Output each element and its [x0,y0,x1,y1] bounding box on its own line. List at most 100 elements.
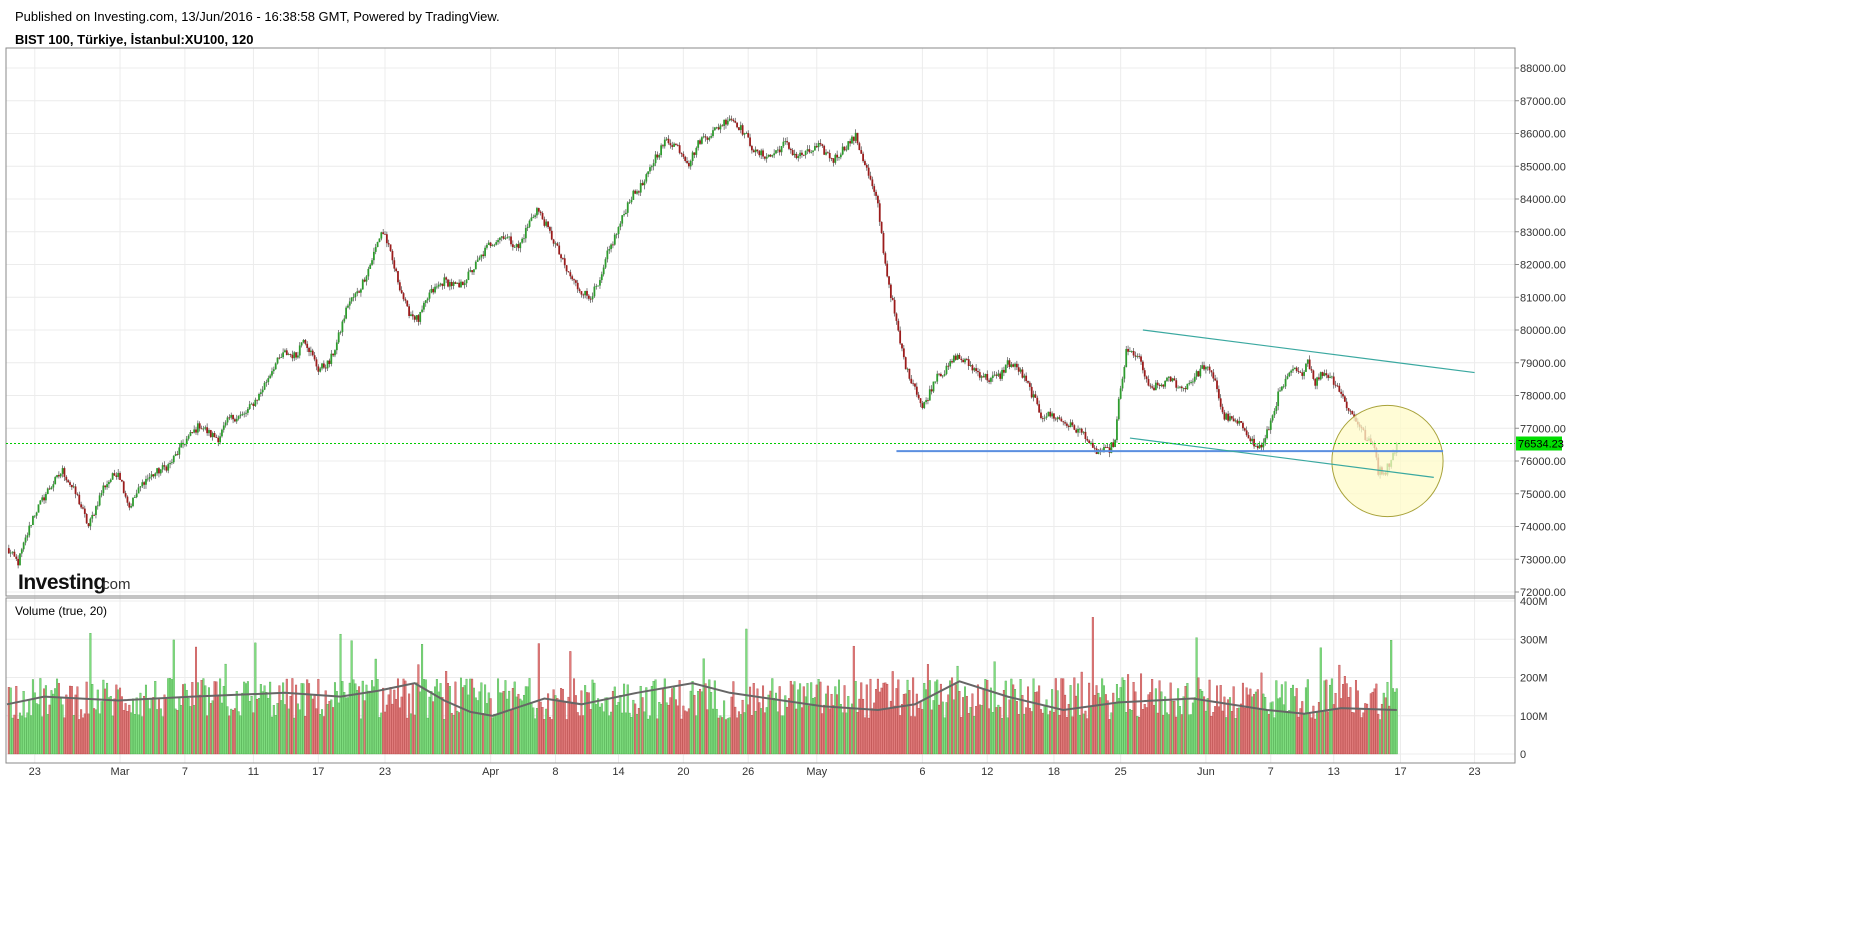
volume-bar [1197,677,1200,755]
candle-body [78,494,81,505]
candle-body [96,505,99,507]
candle [534,213,537,219]
candle [261,386,264,397]
volume-bar [995,707,998,755]
volume-bar [1208,679,1211,755]
candle-body [113,473,116,476]
candle [884,251,887,266]
candle [143,481,146,489]
volume-bar [1349,687,1352,755]
candle-body [1038,404,1041,413]
candle [1162,384,1165,389]
volume-bar [270,716,273,755]
candle-body [378,238,381,243]
volume-bar [967,713,970,755]
candle-body [1025,375,1028,381]
candle [371,257,373,266]
candle [432,287,435,295]
candle-body [747,133,750,138]
volume-bar [339,633,342,755]
volume-bar [489,698,492,755]
volume-bar [22,691,25,755]
volume-bar [986,680,989,755]
volume-bar [59,698,62,755]
candle [1338,383,1341,393]
candle-body [1123,366,1126,379]
volume-bar [500,692,503,755]
volume-bar [519,698,522,755]
candle-body [298,345,301,356]
candle [239,411,242,419]
volume-bar [224,663,227,755]
candle-body [83,508,86,514]
candle [1343,394,1346,403]
candle [630,196,633,205]
candle [1351,410,1354,415]
volume-bar [1056,690,1059,755]
volume-bar [228,715,231,755]
candle [836,150,839,161]
volume-bar [628,712,631,755]
volume-bar [1217,706,1220,755]
volume-bar [291,678,294,755]
candle [649,164,651,175]
volume-bar [239,715,242,755]
volume-bar [856,712,859,755]
volume-bar [411,684,414,755]
candle-body [1028,382,1031,387]
volume-bar [908,690,911,755]
candle [419,311,422,325]
volume-bar [1049,710,1052,755]
volume-bar [1360,717,1363,755]
volume-bar [361,680,364,755]
candle-body [347,305,349,308]
volume-bar [1104,694,1107,755]
volume-bar [204,685,207,755]
candle [1060,416,1063,422]
candle-body [469,270,472,272]
volume-bar [330,699,333,755]
candle [547,221,549,229]
candle-body [606,250,609,260]
candle [502,232,505,240]
candle-body [122,481,125,494]
candle [1264,434,1267,446]
candle-body [239,414,242,417]
candle [1273,408,1276,419]
time-tick-label: 8 [552,766,558,778]
candle-body [424,300,427,303]
volume-bar [936,679,939,755]
candle-body [187,435,190,439]
volume-bar [1075,695,1078,755]
volume-bar [1219,685,1222,755]
candle [799,149,801,159]
volume-bar [1019,679,1022,755]
volume-bar [980,705,983,755]
volume-bar [849,707,852,755]
volume-tick-label: 0 [1520,749,1526,761]
candle [378,238,381,243]
candle-body [167,464,170,471]
volume-bar [726,718,729,755]
candle-body [476,259,479,262]
candle [122,480,125,494]
candle [1003,366,1005,377]
candle-body [193,429,196,433]
candle-body [211,433,214,438]
candle [35,511,38,519]
candle [104,485,107,490]
volume-bar [428,696,431,755]
volume-bar [1269,702,1272,755]
volume-bar [1223,696,1226,755]
volume-bar [1091,617,1094,755]
volume-bar [471,678,474,755]
price-tick-label: 86000.00 [1520,129,1566,141]
candle-body [202,428,205,430]
volume-bar [1347,697,1350,755]
volume-bar [237,711,240,755]
candle-body [815,146,818,148]
volume-bar [1102,685,1105,755]
candle [526,223,529,232]
symbol-title: BIST 100, Türkiye, İstanbul:XU100, 120 [15,32,254,47]
